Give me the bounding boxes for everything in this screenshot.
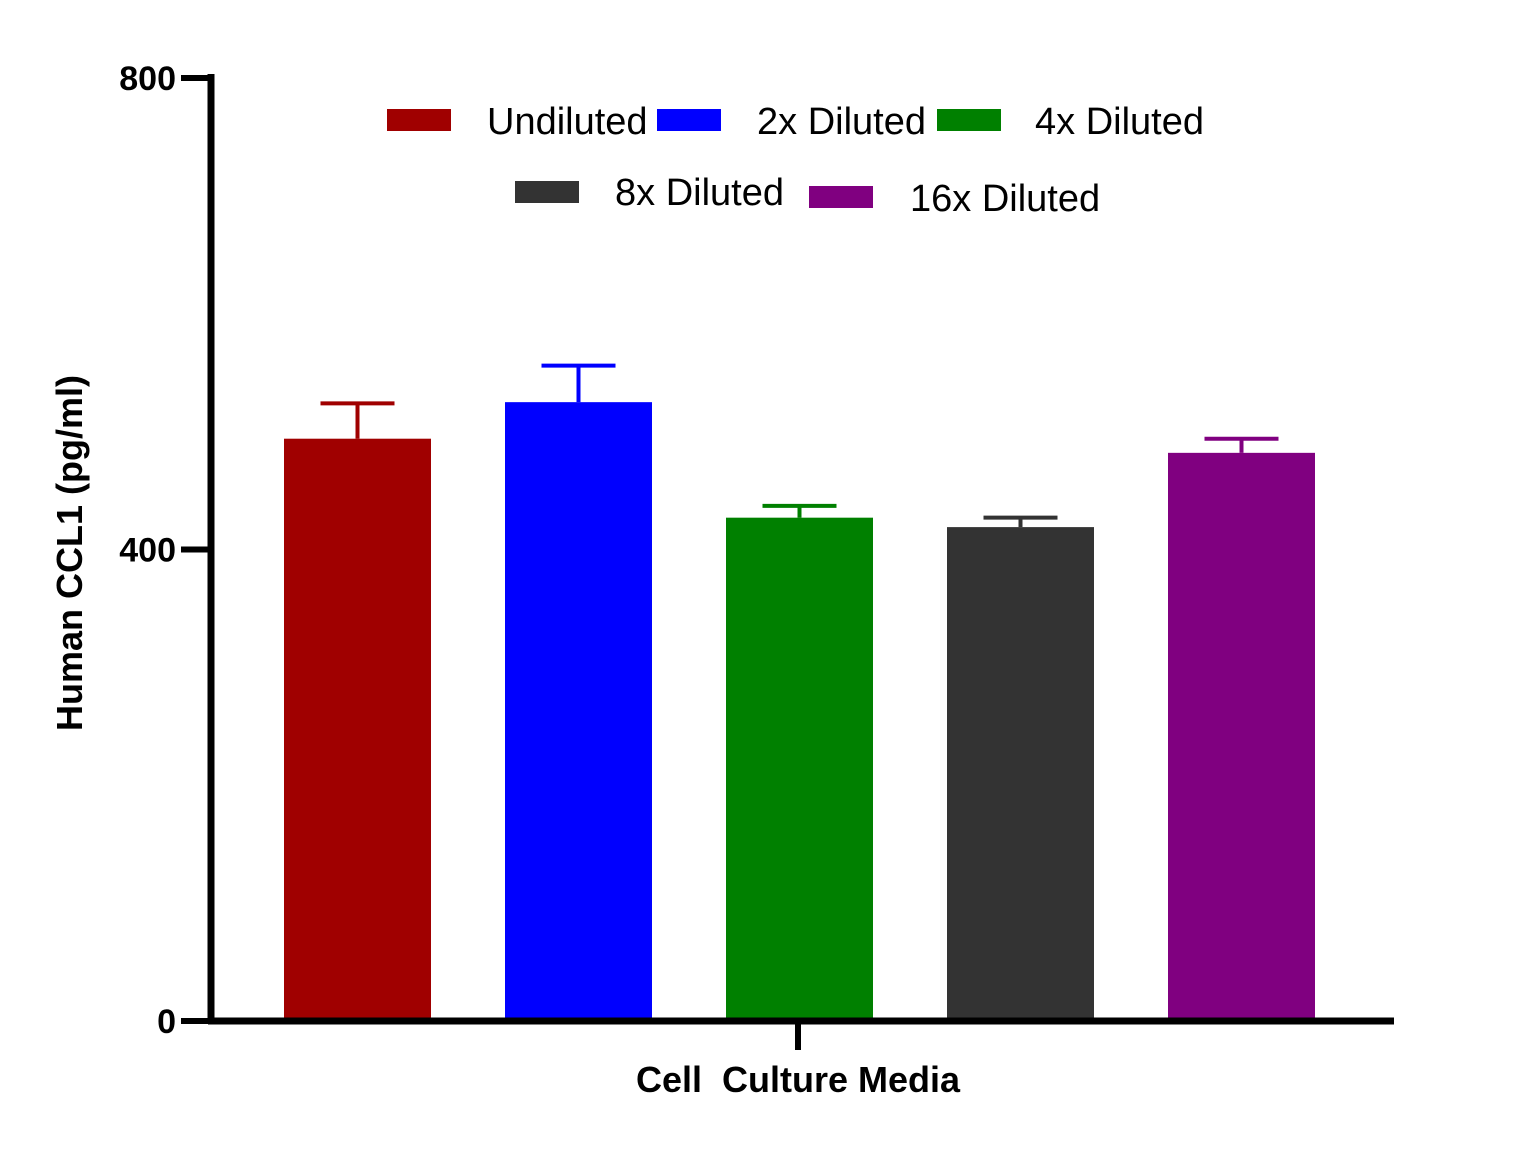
legend-label: 4x Diluted <box>1035 101 1204 143</box>
legend-item-2: 2x Diluted <box>657 101 926 143</box>
legend-swatch <box>387 109 451 131</box>
y-tick-label: 800 <box>119 60 176 98</box>
error-bar-3 <box>762 503 837 518</box>
bar-2 <box>505 402 652 1021</box>
legend-label: 8x Diluted <box>615 172 784 214</box>
bar-3 <box>726 517 873 1021</box>
x-axis-label: Cell Culture Media <box>636 1059 961 1100</box>
legend-item-1: Undiluted <box>387 101 648 143</box>
error-bars-layer <box>320 363 1279 528</box>
bars-layer <box>284 402 1315 1021</box>
bar-5 <box>1168 452 1315 1021</box>
error-bar-5 <box>1204 436 1279 453</box>
legend-item-5: 16x Diluted <box>809 178 1100 220</box>
legend: Undiluted 2x Diluted 4x Diluted 8x Diluted 1… <box>387 101 1204 220</box>
legend-swatch <box>657 109 721 131</box>
legend-item-4: 8x Diluted <box>515 172 784 214</box>
legend-label: Undiluted <box>487 101 648 143</box>
legend-swatch <box>937 109 1001 131</box>
error-bar-4 <box>983 515 1058 528</box>
bar-4 <box>947 527 1094 1021</box>
legend-label: 2x Diluted <box>757 101 926 143</box>
bar-1 <box>284 438 431 1021</box>
legend-swatch <box>809 186 873 208</box>
legend-item-3: 4x Diluted <box>937 101 1204 143</box>
y-ticks-layer: 0 400 800 <box>119 60 211 1041</box>
y-axis-label: Human CCL1 (pg/ml) <box>49 375 90 731</box>
legend-label: 16x Diluted <box>910 178 1100 220</box>
legend-swatch <box>515 181 579 203</box>
y-tick-label: 400 <box>119 532 176 570</box>
error-bar-2 <box>541 363 616 403</box>
error-bar-1 <box>320 401 395 439</box>
y-tick-label: 0 <box>157 1003 176 1041</box>
